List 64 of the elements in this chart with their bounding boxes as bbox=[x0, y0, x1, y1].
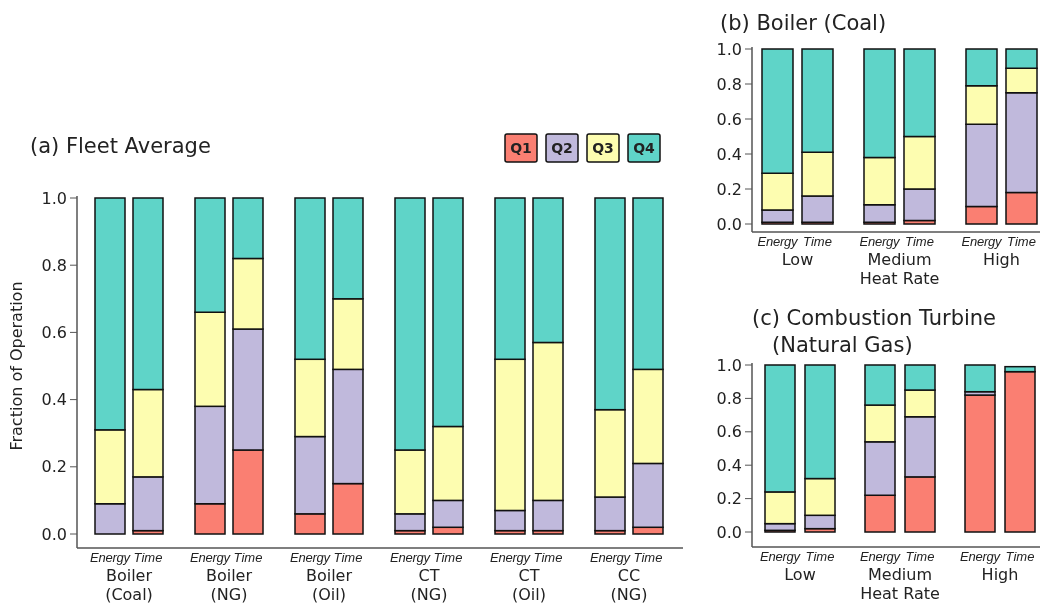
y-tick-label: 1.0 bbox=[41, 188, 67, 208]
chart-title: (a) Fleet Average bbox=[30, 134, 211, 158]
text: Low bbox=[781, 250, 814, 269]
y-axis-title: Fraction of Operation bbox=[7, 281, 26, 451]
text: Q4 bbox=[633, 139, 656, 156]
x-tick-label: Time bbox=[805, 549, 835, 564]
x-axis-title: Heat Rate bbox=[859, 269, 940, 288]
y-tick-label: 0.4 bbox=[41, 390, 67, 410]
x-tick-label: Time bbox=[533, 550, 563, 565]
y-tick-label: 1.0 bbox=[716, 39, 742, 59]
x-tick-label: Time bbox=[233, 550, 263, 565]
text: Medium bbox=[867, 250, 932, 269]
x-tick-label: Energy bbox=[490, 550, 532, 565]
x-tick-label: Time bbox=[633, 550, 663, 565]
x-tick-label: Energy bbox=[390, 550, 432, 565]
x-tick-label: Time bbox=[905, 234, 934, 249]
text: CT (Oil) bbox=[512, 566, 546, 604]
text: Medium bbox=[868, 565, 932, 584]
x-tick-label: Energy bbox=[860, 549, 902, 564]
y-tick-label: 0.2 bbox=[716, 179, 742, 199]
y-tick-label: 0.4 bbox=[716, 144, 742, 164]
y-tick-label: 0.0 bbox=[716, 522, 742, 542]
x-tick-label: Energy bbox=[190, 550, 232, 565]
text: High bbox=[981, 565, 1019, 584]
y-tick-label: 1.0 bbox=[716, 355, 742, 375]
x-tick-label: Energy bbox=[960, 549, 1002, 564]
x-axis-title: Heat Rate bbox=[860, 584, 940, 603]
text: Boiler (Oil) bbox=[305, 566, 353, 604]
y-tick-label: 0.8 bbox=[716, 74, 742, 94]
x-tick-label: Time bbox=[905, 549, 935, 564]
x-tick-label: Energy bbox=[757, 234, 799, 249]
text: Low bbox=[784, 565, 816, 584]
x-tick-label: Time bbox=[803, 234, 832, 249]
x-tick-label: Time bbox=[333, 550, 363, 565]
x-tick-label: Time bbox=[1005, 549, 1035, 564]
x-tick-label: Energy bbox=[760, 549, 802, 564]
chart-title: (b) Boiler (Coal) bbox=[720, 11, 887, 35]
text: Boiler (NG) bbox=[205, 566, 253, 604]
y-tick-label: 0.6 bbox=[41, 323, 67, 342]
y-tick-label: 0.8 bbox=[41, 255, 67, 275]
x-tick-label: Energy bbox=[290, 550, 332, 565]
text: CT (NG) bbox=[410, 566, 448, 604]
text: Q3 bbox=[592, 139, 614, 156]
text: Boiler (Coal) bbox=[105, 566, 153, 604]
y-tick-label: 0.0 bbox=[41, 524, 67, 544]
x-tick-label: Energy bbox=[859, 234, 901, 249]
y-tick-label: 0.6 bbox=[716, 109, 742, 129]
chart-title: (c) Combustion Turbine (Natural Gas) bbox=[752, 306, 997, 357]
y-tick-label: 0.4 bbox=[716, 455, 742, 475]
y-tick-label: 0.2 bbox=[716, 489, 742, 509]
text: Q1 bbox=[510, 139, 532, 156]
text: High bbox=[983, 250, 1020, 269]
x-tick-label: Time bbox=[433, 550, 463, 565]
x-tick-label: Time bbox=[133, 550, 163, 565]
text: Q2 bbox=[551, 139, 573, 156]
x-tick-label: Energy bbox=[590, 550, 632, 565]
x-tick-label: Energy bbox=[90, 550, 132, 565]
y-tick-label: 0.0 bbox=[716, 214, 742, 234]
y-tick-label: 0.6 bbox=[716, 422, 742, 442]
text: CC (NG) bbox=[610, 566, 648, 604]
y-tick-label: 0.8 bbox=[716, 389, 742, 408]
x-tick-label: Time bbox=[1007, 234, 1036, 249]
y-tick-label: 0.2 bbox=[41, 457, 67, 477]
x-tick-label: Energy bbox=[961, 234, 1003, 249]
